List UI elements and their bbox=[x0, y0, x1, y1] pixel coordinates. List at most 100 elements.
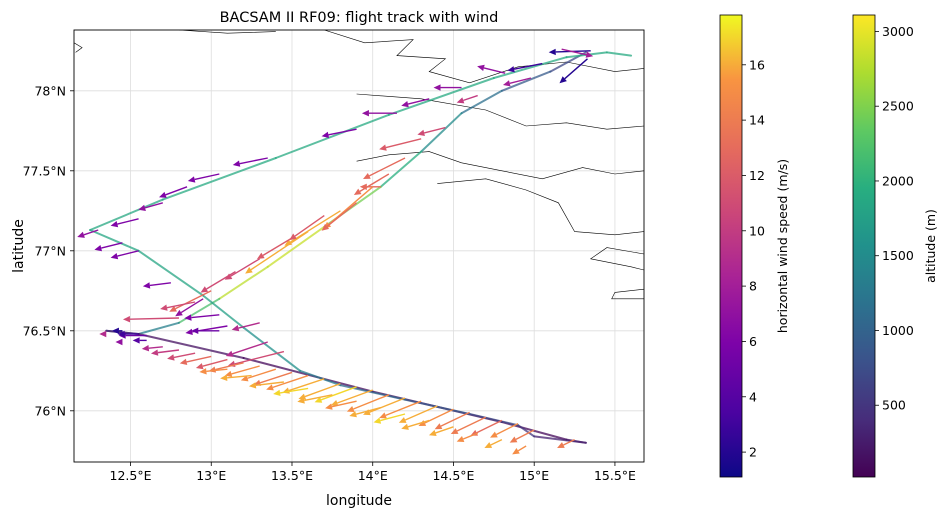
colorbar-tick-label: 2500 bbox=[882, 99, 914, 114]
wind-arrow bbox=[559, 58, 588, 84]
colorbar-tick-label: 4 bbox=[749, 389, 757, 404]
colorbar-tick-label: 2 bbox=[749, 445, 757, 460]
wind-arrow-head bbox=[361, 110, 369, 117]
wind-arrow-head bbox=[353, 188, 362, 195]
wind-arrow-shaft bbox=[129, 317, 179, 320]
wind-arrow-shaft bbox=[463, 94, 478, 102]
wind-arrow-head bbox=[456, 97, 465, 104]
wind-arrow bbox=[111, 327, 123, 334]
wind-arrow-head bbox=[428, 429, 437, 436]
wind-arrow-shaft bbox=[194, 173, 220, 181]
colorbar-tick-label: 1500 bbox=[882, 248, 914, 263]
wind-arrow-shaft bbox=[234, 350, 285, 365]
wind-arrow-head bbox=[199, 368, 207, 375]
wind-arrow-head bbox=[110, 252, 119, 260]
wind-arrow-shaft bbox=[490, 438, 503, 446]
map-background bbox=[74, 30, 644, 462]
track-segment bbox=[404, 398, 471, 415]
wind-arrow-head bbox=[256, 252, 265, 259]
wind-arrow-shaft bbox=[561, 48, 587, 56]
wind-arrow-head bbox=[111, 327, 119, 334]
wind-arrow-head bbox=[373, 417, 382, 424]
wind-arrow-shaft bbox=[476, 419, 503, 434]
wind-arrow bbox=[349, 406, 381, 418]
wind-arrow-head bbox=[585, 51, 594, 58]
wind-vectors bbox=[77, 48, 594, 455]
wind-arrow bbox=[490, 422, 519, 438]
wind-arrow-shaft bbox=[262, 237, 293, 256]
wind-arrow-shaft bbox=[149, 282, 171, 287]
wind-arrow-head bbox=[220, 374, 228, 381]
x-axis-label: longitude bbox=[326, 493, 392, 509]
wind-arrow-head bbox=[484, 442, 493, 448]
track-segment bbox=[218, 265, 269, 300]
track-segment bbox=[299, 369, 342, 387]
wind-arrow bbox=[434, 411, 470, 430]
wind-arrow-head bbox=[502, 80, 511, 87]
wind-arrow-head bbox=[179, 358, 188, 366]
track-segment bbox=[533, 435, 587, 444]
track-segment bbox=[517, 424, 536, 438]
wind-arrow-head bbox=[141, 345, 150, 352]
colorbar-tick-label: 6 bbox=[749, 334, 757, 349]
wind-arrow bbox=[401, 98, 430, 108]
track-segment bbox=[89, 198, 164, 231]
wind-arrow-head bbox=[225, 350, 234, 357]
track-segment bbox=[420, 112, 463, 153]
wind-arrow-head bbox=[314, 396, 323, 403]
wind-arrow bbox=[99, 330, 107, 338]
wind-arrow bbox=[231, 322, 260, 332]
flight-track bbox=[89, 51, 633, 444]
wind-arrow-head bbox=[509, 436, 518, 443]
wind-arrow-shaft bbox=[424, 126, 446, 134]
wind-arrow-shaft bbox=[385, 138, 422, 149]
wind-arrow bbox=[245, 231, 309, 274]
wind-arrow-shaft bbox=[294, 215, 325, 237]
wind-arrow-head bbox=[557, 442, 565, 448]
wind-speed-colorbar: 2 4 6 8 10 12 14 16 horizontal wind speed (m/s) bbox=[719, 14, 790, 478]
track-segment bbox=[242, 357, 374, 393]
track-segment bbox=[387, 77, 495, 116]
track-segment bbox=[266, 225, 326, 268]
wind-arrow-shaft bbox=[250, 231, 309, 271]
wind-arrow bbox=[248, 381, 284, 389]
wind-arrow-head bbox=[248, 382, 257, 389]
track-segment bbox=[468, 413, 520, 427]
wind-arrow-head bbox=[195, 363, 204, 370]
wind-arrow-shaft bbox=[369, 397, 406, 413]
wind-arrow bbox=[321, 128, 357, 138]
altitude-colorbar-ticks: 500 1000 1500 2000 2500 3000 bbox=[875, 24, 914, 413]
wind-arrow bbox=[450, 416, 487, 434]
track-segment bbox=[339, 384, 407, 401]
y-axis-label: latitude bbox=[11, 219, 27, 273]
wind-arrow-shaft bbox=[404, 405, 438, 421]
wind-arrow-head bbox=[160, 304, 168, 311]
wind-arrow-shaft bbox=[157, 349, 180, 354]
wind-arrow-head bbox=[512, 448, 520, 455]
wind-arrow bbox=[325, 400, 357, 410]
colorbar-tick-label: 14 bbox=[749, 113, 765, 128]
altitude-colorbar: 500 1000 1500 2000 2500 3000 altitude (m) bbox=[852, 14, 938, 478]
y-tick-labels: 76°N 76.5°N 77°N 77.5°N 78°N bbox=[23, 83, 74, 418]
wind-arrow-head bbox=[507, 66, 515, 73]
wind-arrow-shaft bbox=[462, 432, 478, 440]
wind-arrow-shaft bbox=[165, 186, 188, 196]
track-segment bbox=[605, 51, 633, 57]
wind-arrow-shaft bbox=[304, 394, 333, 402]
wind-arrow-shaft bbox=[304, 382, 341, 398]
wind-arrow-shaft bbox=[328, 186, 374, 225]
wind-arrow-shaft bbox=[239, 157, 268, 165]
wind-arrow-head bbox=[434, 423, 443, 430]
wind-arrow-shaft bbox=[144, 202, 164, 209]
wind-speed-colorbar-gradient bbox=[719, 14, 743, 478]
wind-arrow-shaft bbox=[117, 218, 139, 225]
wind-arrow-head bbox=[110, 220, 119, 228]
wind-arrow bbox=[484, 438, 503, 448]
wind-arrow-shaft bbox=[231, 365, 260, 375]
wind-arrow-shaft bbox=[563, 438, 575, 446]
wind-arrow bbox=[379, 138, 422, 151]
colorbar-tick-label: 8 bbox=[749, 279, 757, 294]
wind-arrow bbox=[379, 400, 422, 419]
wind-arrow-head bbox=[122, 316, 131, 323]
